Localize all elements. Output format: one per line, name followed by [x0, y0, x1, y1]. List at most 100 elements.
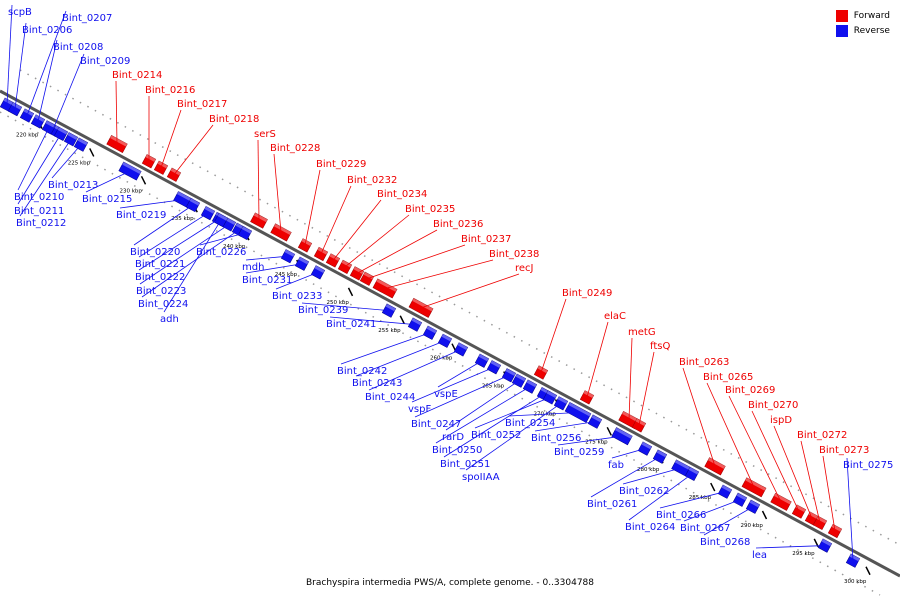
- gene-label-Bint_0270[interactable]: Bint_0270: [748, 400, 798, 411]
- gene-label-Bint_0273[interactable]: Bint_0273: [819, 445, 869, 456]
- gene-label-Bint_0241[interactable]: Bint_0241: [326, 319, 376, 330]
- gene-label-Bint_0275[interactable]: Bint_0275: [843, 460, 893, 471]
- gene-label-Bint_0218[interactable]: Bint_0218: [209, 114, 259, 125]
- gene-label-Bint_0254[interactable]: Bint_0254: [505, 418, 555, 429]
- gene-elaC[interactable]: [579, 390, 595, 405]
- gene-label-Bint_0264[interactable]: Bint_0264: [625, 522, 675, 533]
- genome-backbone: [0, 89, 900, 578]
- gene-label-Bint_0216[interactable]: Bint_0216: [145, 85, 195, 96]
- gene-label-Bint_0220[interactable]: Bint_0220: [130, 247, 180, 258]
- gene-label-Bint_0221[interactable]: Bint_0221: [135, 259, 185, 270]
- gene-label-Bint_0212[interactable]: Bint_0212: [16, 218, 66, 229]
- gene-label-Bint_0231[interactable]: Bint_0231: [242, 275, 292, 286]
- gene-label-Bint_0261[interactable]: Bint_0261: [587, 499, 637, 510]
- gene-label-Bint_0243[interactable]: Bint_0243: [352, 378, 402, 389]
- gene-label-Bint_0233[interactable]: Bint_0233: [272, 291, 322, 302]
- gene-label-ispD[interactable]: ispD: [770, 415, 792, 426]
- gene-leader-line: [445, 380, 520, 431]
- ruler-tick-label: 255 kbp: [378, 328, 401, 334]
- gene-label-Bint_0256[interactable]: Bint_0256: [531, 433, 581, 444]
- reverse-swatch: [835, 24, 848, 37]
- gene-label-rarD[interactable]: rarD: [442, 432, 464, 443]
- gene-label-ftsQ[interactable]: ftsQ: [650, 341, 670, 352]
- gene-label-Bint_0214[interactable]: Bint_0214: [112, 70, 162, 81]
- gene-label-vspF[interactable]: vspF: [408, 404, 431, 415]
- gene-box-highlight: [537, 365, 548, 374]
- gene-label-Bint_0222[interactable]: Bint_0222: [135, 272, 185, 283]
- gene-label-Bint_0272[interactable]: Bint_0272: [797, 430, 847, 441]
- gene-box-highlight: [11, 102, 22, 110]
- gene-label-Bint_0268[interactable]: Bint_0268: [700, 537, 750, 548]
- ruler-tick-label: 235 kbp: [171, 216, 194, 222]
- gene-leader-line: [355, 340, 446, 377]
- gene-label-Bint_0219[interactable]: Bint_0219: [116, 210, 166, 221]
- gene-label-Bint_0242[interactable]: Bint_0242: [337, 366, 387, 377]
- gene-label-Bint_0228[interactable]: Bint_0228: [270, 143, 320, 154]
- gene-label-Bint_0213[interactable]: Bint_0213: [48, 180, 98, 191]
- gene-leader-line: [133, 204, 194, 246]
- gene-label-adh[interactable]: adh: [160, 314, 179, 325]
- gene-label-Bint_0235[interactable]: Bint_0235: [405, 204, 455, 215]
- gene-label-Bint_0251[interactable]: Bint_0251: [440, 459, 490, 470]
- gene-label-Bint_0266[interactable]: Bint_0266: [656, 510, 706, 521]
- gene-leader-line: [822, 455, 836, 532]
- gene-label-Bint_0239[interactable]: Bint_0239: [298, 305, 348, 316]
- gene-label-Bint_0232[interactable]: Bint_0232: [347, 175, 397, 186]
- gene-label-Bint_0208[interactable]: Bint_0208: [53, 42, 103, 53]
- gene-box-highlight: [385, 303, 396, 312]
- gene-label-Bint_0267[interactable]: Bint_0267: [680, 523, 730, 534]
- gene-label-Bint_0217[interactable]: Bint_0217: [177, 99, 227, 110]
- gene-label-fab[interactable]: fab: [608, 460, 624, 471]
- gene-label-Bint_0252[interactable]: Bint_0252: [471, 430, 521, 441]
- ruler-tick: [89, 148, 95, 157]
- gene-label-Bint_0224[interactable]: Bint_0224: [138, 299, 188, 310]
- gene-label-Bint_0265[interactable]: Bint_0265: [703, 372, 753, 383]
- gene-leader-line: [628, 473, 693, 521]
- gene-label-Bint_0237[interactable]: Bint_0237: [461, 234, 511, 245]
- gene-label-Bint_0223[interactable]: Bint_0223: [136, 286, 186, 297]
- gene-label-Bint_0249[interactable]: Bint_0249: [562, 288, 612, 299]
- gene-leader-line: [706, 382, 755, 488]
- gene-label-Bint_0209[interactable]: Bint_0209: [80, 56, 130, 67]
- gene-box-highlight: [157, 160, 168, 169]
- gene-label-scpB[interactable]: scpB: [8, 7, 32, 18]
- gene-label-Bint_0238[interactable]: Bint_0238: [489, 249, 539, 260]
- ruler-tick-label: 275 kbp: [585, 439, 608, 445]
- gene-label-Bint_0259[interactable]: Bint_0259: [554, 447, 604, 458]
- gene-label-recJ[interactable]: recJ: [515, 263, 534, 274]
- gene-Bint_0266[interactable]: [717, 484, 733, 499]
- gene-leader-line: [590, 456, 661, 498]
- gene-label-mdh[interactable]: mdh: [242, 262, 264, 273]
- gene-label-vspE[interactable]: vspE: [434, 389, 458, 400]
- gene-leader-line: [163, 219, 222, 313]
- gene-label-Bint_0247[interactable]: Bint_0247: [411, 419, 461, 430]
- gene-label-lea[interactable]: lea: [752, 550, 767, 561]
- gene-box-highlight: [34, 114, 45, 123]
- gene-label-serS[interactable]: serS: [254, 129, 276, 140]
- gene-label-Bint_0226[interactable]: Bint_0226: [196, 247, 246, 258]
- gene-label-Bint_0210[interactable]: Bint_0210: [14, 192, 64, 203]
- gene-label-Bint_0206[interactable]: Bint_0206: [22, 25, 72, 36]
- gene-label-elaC[interactable]: elaC: [604, 311, 626, 322]
- gene-label-Bint_0229[interactable]: Bint_0229: [316, 159, 366, 170]
- ruler-tick-label: 225 kbp: [68, 160, 91, 166]
- gene-label-Bint_0215[interactable]: Bint_0215: [82, 194, 132, 205]
- ruler-tick: [347, 287, 354, 297]
- ruler-tick-label: 295 kbp: [792, 551, 815, 557]
- ruler-ticks: 220 kbp 225 kbp 230 kbp 235 kbp 240 kbp 245 k…: [16, 120, 871, 585]
- gene-label-spoIIAA[interactable]: spoIIAA: [462, 472, 500, 483]
- gene-box-highlight: [546, 390, 557, 399]
- gene-label-Bint_0207[interactable]: Bint_0207: [62, 13, 112, 24]
- gene-box-highlight: [284, 249, 295, 257]
- gene-label-Bint_0211[interactable]: Bint_0211: [14, 206, 64, 217]
- gene-label-Bint_0236[interactable]: Bint_0236: [433, 219, 483, 230]
- gene-label-Bint_0269[interactable]: Bint_0269: [725, 385, 775, 396]
- gene-label-Bint_0244[interactable]: Bint_0244: [365, 392, 415, 403]
- gene-leader-line: [435, 386, 531, 444]
- gene-label-metG[interactable]: metG: [628, 327, 656, 338]
- gene-label-Bint_0263[interactable]: Bint_0263: [679, 357, 729, 368]
- gene-label-Bint_0262[interactable]: Bint_0262: [619, 486, 669, 497]
- gene-label-Bint_0234[interactable]: Bint_0234: [377, 189, 427, 200]
- gene-label-Bint_0250[interactable]: Bint_0250: [432, 445, 482, 456]
